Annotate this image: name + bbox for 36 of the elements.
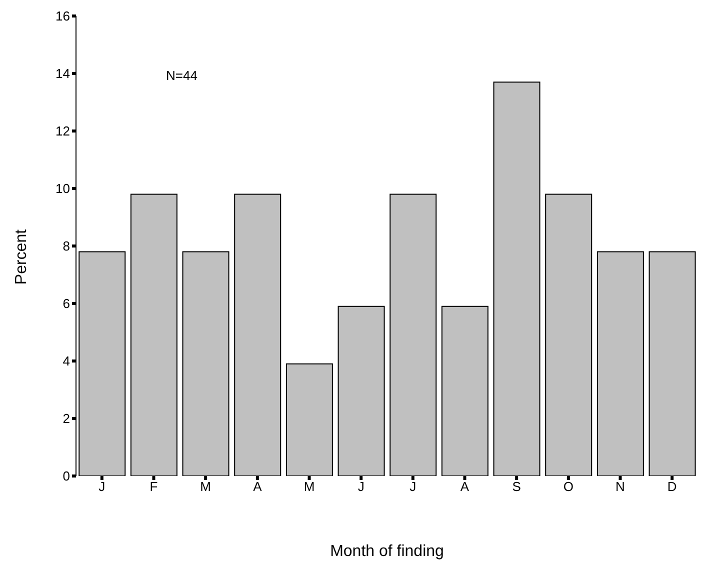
y-tick-label: 2 bbox=[62, 411, 70, 426]
bar bbox=[338, 306, 385, 476]
bar bbox=[78, 251, 126, 476]
bar bbox=[441, 306, 488, 476]
bar bbox=[648, 251, 696, 476]
annotation: N=44 bbox=[166, 68, 198, 83]
y-tick-label: 12 bbox=[56, 124, 70, 139]
y-axis-title: Percent bbox=[13, 229, 31, 285]
x-tick-label: F bbox=[150, 479, 158, 494]
x-tick-label: J bbox=[358, 479, 364, 494]
x-tick-label: D bbox=[667, 479, 677, 494]
y-tick-label: 10 bbox=[56, 181, 70, 196]
x-tick-label: M bbox=[304, 479, 315, 494]
x-tick-label: N bbox=[616, 479, 625, 494]
x-tick-label: J bbox=[410, 479, 416, 494]
bar bbox=[390, 194, 437, 476]
bar bbox=[286, 363, 333, 476]
y-tick-label: 16 bbox=[56, 8, 70, 24]
bar bbox=[182, 251, 230, 476]
bar bbox=[596, 251, 644, 476]
x-tick-label: A bbox=[253, 479, 262, 494]
y-tick-label: 6 bbox=[62, 296, 70, 312]
x-axis-title: Month of finding bbox=[330, 543, 444, 560]
x-tick-label: J bbox=[98, 479, 106, 494]
x-tick-label: O bbox=[563, 479, 574, 494]
x-tick-label: A bbox=[460, 479, 470, 494]
bar bbox=[234, 194, 282, 476]
y-tick-label: 14 bbox=[56, 66, 70, 82]
x-tick-label: M bbox=[200, 479, 212, 494]
bar bbox=[493, 82, 540, 476]
y-tick-label: 4 bbox=[62, 354, 70, 369]
y-tick-label: 0 bbox=[62, 468, 70, 484]
x-tick-label: S bbox=[512, 479, 522, 494]
bar bbox=[130, 194, 178, 476]
bar bbox=[545, 194, 592, 476]
y-tick-label: 8 bbox=[62, 238, 70, 254]
